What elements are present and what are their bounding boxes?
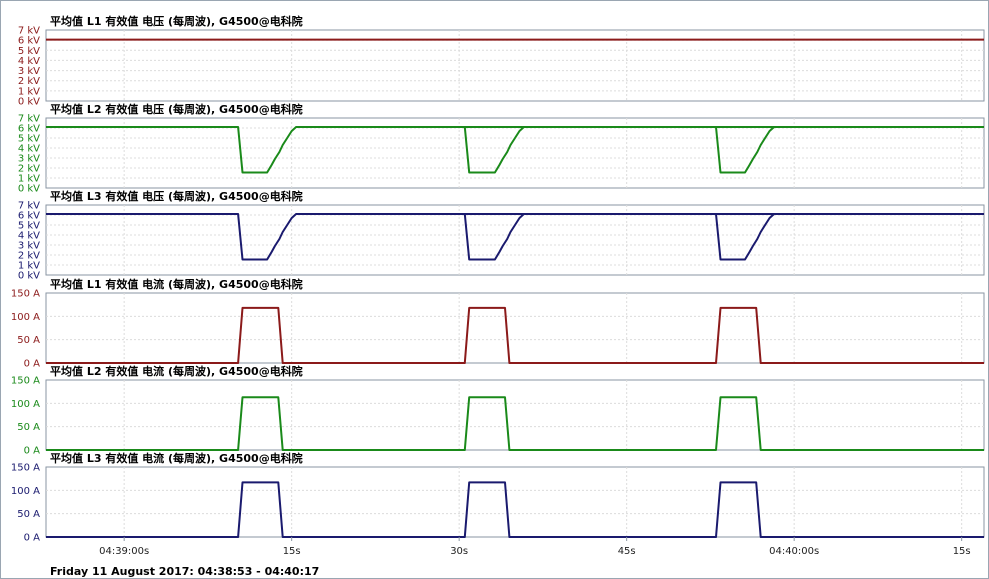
y-tick-label: 0 kV — [18, 184, 40, 195]
plot-frame — [45, 379, 985, 451]
panel-6: 平均值 L3 有效值 电流 (每周波), G4500@电科院 150 A 100 A… — [11, 451, 985, 544]
plot-frame — [45, 117, 985, 189]
y-tick-label: 0 A — [24, 533, 41, 544]
y-tick-label: 3 kV — [18, 66, 40, 77]
y-tick-label: 6 kV — [18, 124, 40, 135]
panel-title: 平均值 L3 有效值 电压 (每周波), G4500@电科院 — [50, 189, 303, 203]
plot-frame — [45, 466, 985, 538]
series-line — [46, 126, 984, 174]
y-tick-label: 7 kV — [18, 201, 40, 212]
y-tick-label: 150 A — [11, 289, 40, 300]
y-tick-label: 2 kV — [18, 76, 40, 87]
x-tick-label: 04:40:00s — [769, 546, 819, 557]
panel-title: 平均值 L1 有效值 电流 (每周波), G4500@电科院 — [50, 277, 303, 291]
panel-4: 平均值 L1 有效值 电流 (每周波), G4500@电科院 150 A 100 A… — [11, 277, 985, 370]
series-line — [46, 213, 984, 261]
y-tick-label: 7 kV — [18, 26, 40, 37]
x-tick-label: 30s — [450, 546, 468, 557]
y-tick-label: 50 A — [17, 422, 40, 433]
y-tick-label: 6 kV — [18, 36, 40, 47]
y-tick-label: 0 A — [24, 446, 41, 457]
series-line — [463, 126, 525, 174]
time-range-label: Friday 11 August 2017: 04:38:53 - 04:40:… — [50, 565, 319, 578]
series-line — [715, 126, 775, 174]
y-tick-label: 7 kV — [18, 114, 40, 125]
y-tick-label: 50 A — [17, 335, 40, 346]
y-tick-label: 5 kV — [18, 134, 40, 145]
y-tick-label: 3 kV — [18, 241, 40, 252]
plot-frame — [45, 292, 985, 364]
panel-title: 平均值 L3 有效值 电流 (每周波), G4500@电科院 — [50, 451, 303, 465]
y-tick-label: 1 kV — [18, 174, 40, 185]
x-tick-label: 04:39:00s — [99, 546, 149, 557]
y-tick-label: 1 kV — [18, 86, 40, 97]
panel-1: 平均值 L1 有效值 电压 (每周波), G4500@电科院 7 kV6 kV5 … — [18, 14, 985, 108]
panel-2: 平均值 L2 有效值 电压 (每周波), G4500@电科院 7 kV6 kV5 … — [18, 102, 985, 195]
y-tick-label: 100 A — [11, 486, 40, 497]
panel-5: 平均值 L2 有效值 电流 (每周波), G4500@电科院 150 A 100 A… — [11, 364, 985, 457]
series-line — [715, 213, 775, 261]
y-tick-label: 2 kV — [18, 251, 40, 262]
x-tick-label: 15s — [283, 546, 301, 557]
panel-title: 平均值 L2 有效值 电流 (每周波), G4500@电科院 — [50, 364, 303, 378]
y-tick-label: 0 kV — [18, 271, 40, 282]
y-tick-label: 150 A — [11, 463, 40, 474]
plot-frame — [45, 204, 985, 276]
series-line — [46, 396, 984, 451]
y-tick-label: 100 A — [11, 312, 40, 323]
series-line — [463, 213, 525, 261]
plot-frame — [45, 29, 985, 102]
panel-3: 平均值 L3 有效值 电压 (每周波), G4500@电科院 7 kV6 kV5 … — [18, 189, 985, 282]
y-tick-label: 5 kV — [18, 221, 40, 232]
y-tick-label: 6 kV — [18, 211, 40, 222]
y-tick-label: 2 kV — [18, 164, 40, 175]
y-tick-label: 4 kV — [18, 231, 40, 242]
series-line — [46, 306, 984, 364]
panel-title: 平均值 L1 有效值 电压 (每周波), G4500@电科院 — [50, 14, 303, 28]
y-tick-label: 0 kV — [18, 97, 40, 108]
y-tick-label: 5 kV — [18, 46, 40, 57]
y-tick-label: 3 kV — [18, 154, 40, 165]
panel-title: 平均值 L2 有效值 电压 (每周波), G4500@电科院 — [50, 102, 303, 116]
y-tick-label: 1 kV — [18, 261, 40, 272]
x-tick-label: 15s — [953, 546, 971, 557]
y-tick-label: 50 A — [17, 509, 40, 520]
x-tick-label: 45s — [618, 546, 636, 557]
y-tick-label: 4 kV — [18, 144, 40, 155]
y-tick-label: 150 A — [11, 376, 40, 387]
y-tick-label: 0 A — [24, 359, 41, 370]
y-tick-label: 4 kV — [18, 56, 40, 67]
y-tick-label: 100 A — [11, 399, 40, 410]
series-line — [46, 481, 984, 538]
